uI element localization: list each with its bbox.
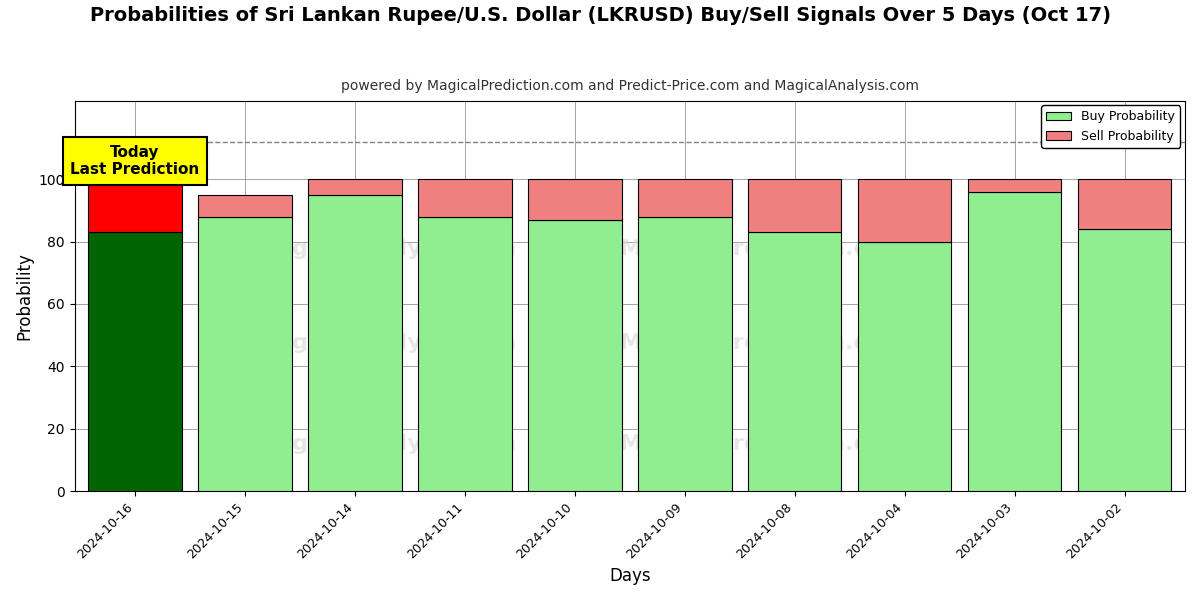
Text: MagicalAnalysis.com: MagicalAnalysis.com [254,434,516,454]
Bar [528,220,622,491]
Y-axis label: Probability: Probability [16,252,34,340]
Bar [638,179,732,217]
Text: Today
Last Prediction: Today Last Prediction [71,145,199,177]
Text: MagicalPrediction.com: MagicalPrediction.com [620,333,906,353]
Bar [89,179,182,232]
Bar [308,195,402,491]
Bar [419,217,511,491]
Bar [748,179,841,232]
Bar [308,179,402,195]
Text: MagicalAnalysis.com: MagicalAnalysis.com [254,333,516,353]
Text: MagicalAnalysis.com: MagicalAnalysis.com [254,239,516,259]
Bar [198,217,292,491]
Legend: Buy Probability, Sell Probability: Buy Probability, Sell Probability [1042,105,1180,148]
X-axis label: Days: Days [610,567,650,585]
Title: powered by MagicalPrediction.com and Predict-Price.com and MagicalAnalysis.com: powered by MagicalPrediction.com and Pre… [341,79,919,93]
Bar [968,179,1061,191]
Bar [968,191,1061,491]
Bar [858,242,952,491]
Bar [528,179,622,220]
Bar [419,179,511,217]
Bar [748,232,841,491]
Bar [638,217,732,491]
Text: MagicalPrediction.com: MagicalPrediction.com [620,434,906,454]
Bar [198,195,292,217]
Bar [1078,179,1171,229]
Bar [1078,229,1171,491]
Bar [858,179,952,242]
Bar [89,232,182,491]
Text: Probabilities of Sri Lankan Rupee/U.S. Dollar (LKRUSD) Buy/Sell Signals Over 5 D: Probabilities of Sri Lankan Rupee/U.S. D… [90,6,1110,25]
Text: MagicalPrediction.com: MagicalPrediction.com [620,239,906,259]
